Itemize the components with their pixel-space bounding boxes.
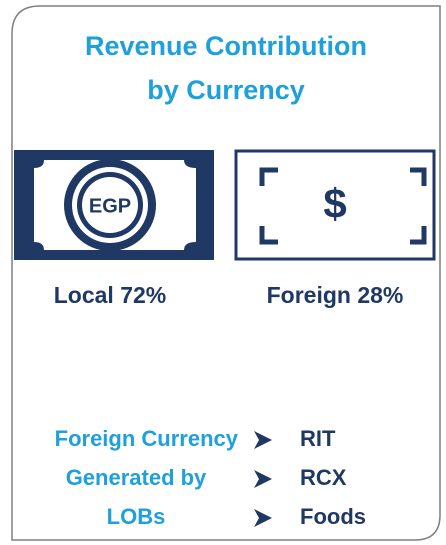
lob-item: RCX <box>300 465 347 490</box>
lob-item: RIT <box>300 426 336 451</box>
bullets <box>254 431 272 527</box>
lob-heading: Generated by <box>66 465 207 490</box>
currency-label: Local 72% <box>54 282 167 308</box>
lob-item: Foods <box>300 504 366 529</box>
lob-heading: Foreign Currency <box>55 426 239 451</box>
foreign-note-icon <box>234 149 436 261</box>
lob-heading: LOBs <box>107 504 166 529</box>
card-border <box>11 5 441 541</box>
currency-symbol: $ <box>323 180 346 227</box>
title-line: Revenue Contribution <box>85 31 367 61</box>
local-note-icon <box>14 150 214 260</box>
currency-label: Foreign 28% <box>267 282 404 308</box>
currency-symbol: EGP <box>89 195 131 217</box>
title-line: by Currency <box>147 75 305 105</box>
